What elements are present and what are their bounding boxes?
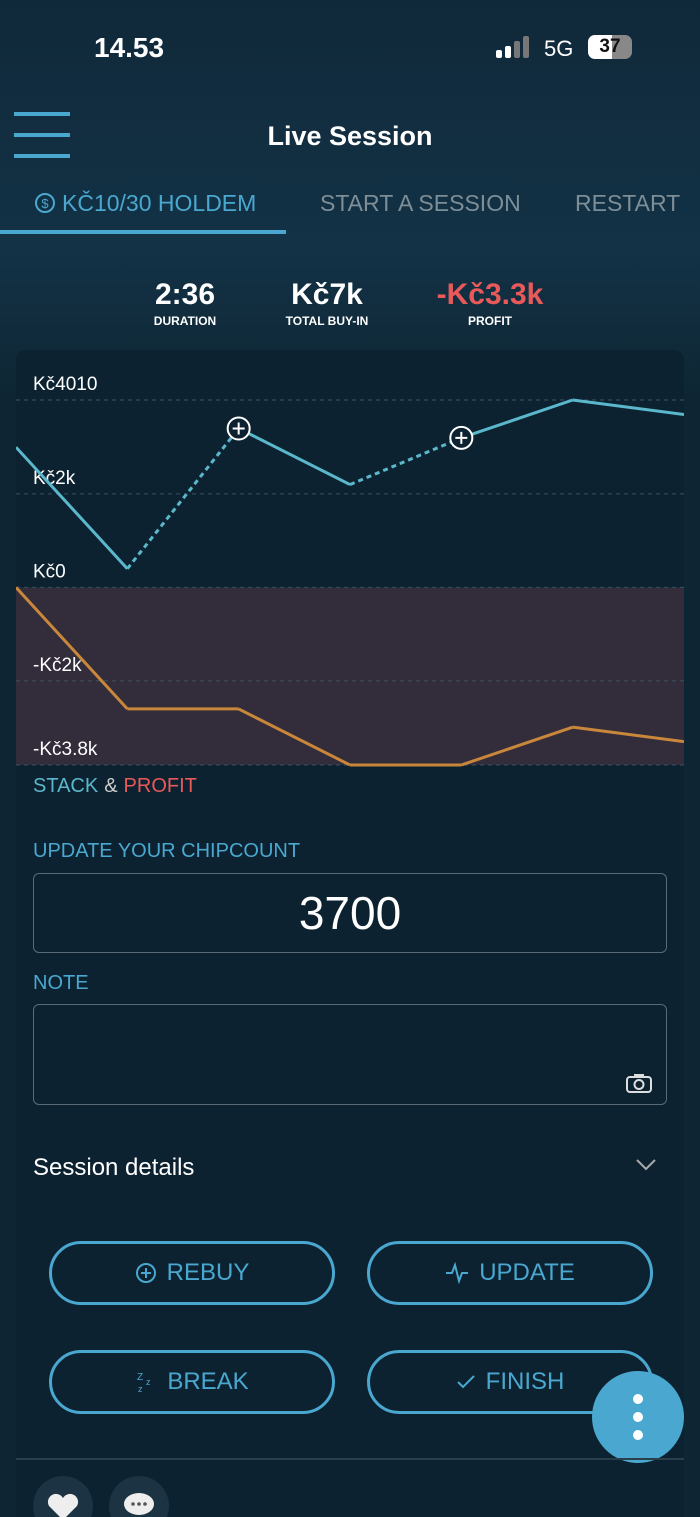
dollar-icon: $: [35, 193, 55, 213]
button-label: REBUY: [166, 1259, 250, 1286]
session-details[interactable]: Session details: [33, 1154, 195, 1181]
battery: 37: [588, 35, 632, 59]
plus-icon: [135, 1263, 156, 1283]
button-label: FINISH: [485, 1368, 565, 1395]
pulse-icon: [446, 1262, 469, 1284]
signal: [496, 36, 536, 58]
svg-text:$: $: [41, 196, 49, 211]
line-segment: [16, 586, 129, 710]
menu-button[interactable]: [14, 112, 70, 160]
legend-joiner: &: [104, 775, 118, 797]
loss-area: [16, 587, 684, 765]
stat-label: TOTAL BUY-IN: [285, 314, 369, 328]
time: 14.53: [94, 32, 165, 63]
rebuy-button[interactable]: REBUY: [49, 1241, 335, 1305]
stat: 2:36 DURATION: [115, 278, 255, 328]
tab[interactable]: KČ10/30 HOLDEM: [62, 190, 257, 216]
y-tick-label: -Kč2k: [33, 655, 82, 676]
comment-button[interactable]: [109, 1476, 169, 1517]
line-segment: [460, 398, 574, 440]
chipcount-label: UPDATE YOUR CHIPCOUNT: [33, 840, 301, 862]
tab-indicator: [0, 230, 286, 234]
stat-value: Kč7k: [291, 278, 363, 311]
line-segment: [16, 446, 129, 570]
line-segment: [572, 398, 684, 416]
svg-text:z: z: [138, 1384, 143, 1394]
svg-text:Z: Z: [137, 1372, 143, 1383]
line-segment: [460, 725, 574, 767]
note-label: NOTE: [33, 972, 89, 994]
tab[interactable]: START A SESSION: [320, 190, 521, 216]
stat: -Kč3.3k PROFIT: [420, 278, 560, 328]
legend-entry: STACK: [33, 775, 99, 797]
button-label: BREAK: [167, 1368, 249, 1395]
y-tick-label: -Kč3.8k: [33, 739, 98, 760]
camera-icon[interactable]: [625, 1072, 653, 1094]
stat-value: 2:36: [154, 278, 216, 311]
stat-label: PROFIT: [468, 314, 512, 328]
line-segment: [237, 427, 351, 486]
line-segment: [572, 725, 684, 744]
fab[interactable]: [592, 1371, 684, 1463]
y-tick-label: Kč4010: [33, 374, 97, 395]
stat-label: DURATION: [153, 314, 217, 328]
stat: Kč7k TOTAL BUY-IN: [257, 278, 397, 328]
line-segment: [126, 427, 240, 570]
divider: [16, 1458, 684, 1460]
chart: Kč4010 Kč2k Kč0 -Kč2k -Kč3.8k STACK & PROFIT: [16, 374, 684, 797]
y-tick-label: Kč2k: [33, 468, 76, 489]
title: Live Session: [267, 121, 433, 151]
rebuy-plus: [232, 422, 245, 435]
update-button[interactable]: UPDATE: [367, 1241, 653, 1305]
line-segment: [237, 707, 351, 767]
tab[interactable]: RESTART: [575, 190, 681, 216]
like-button[interactable]: [33, 1476, 93, 1517]
rebuy-plus: [455, 431, 468, 444]
card: [16, 350, 684, 1517]
legend-entry: PROFIT: [124, 775, 197, 797]
svg-text:z: z: [146, 1377, 151, 1387]
line-segment: [349, 436, 462, 486]
chevron[interactable]: [635, 1158, 657, 1172]
y-tick-label: Kč0: [33, 561, 66, 582]
button-label: UPDATE: [479, 1259, 575, 1286]
note-input[interactable]: [33, 1004, 667, 1105]
stat-value: -Kč3.3k: [436, 278, 544, 311]
chipcount-input[interactable]: 3700: [33, 873, 667, 953]
check-icon: [456, 1375, 475, 1389]
network: 5G: [544, 36, 574, 61]
